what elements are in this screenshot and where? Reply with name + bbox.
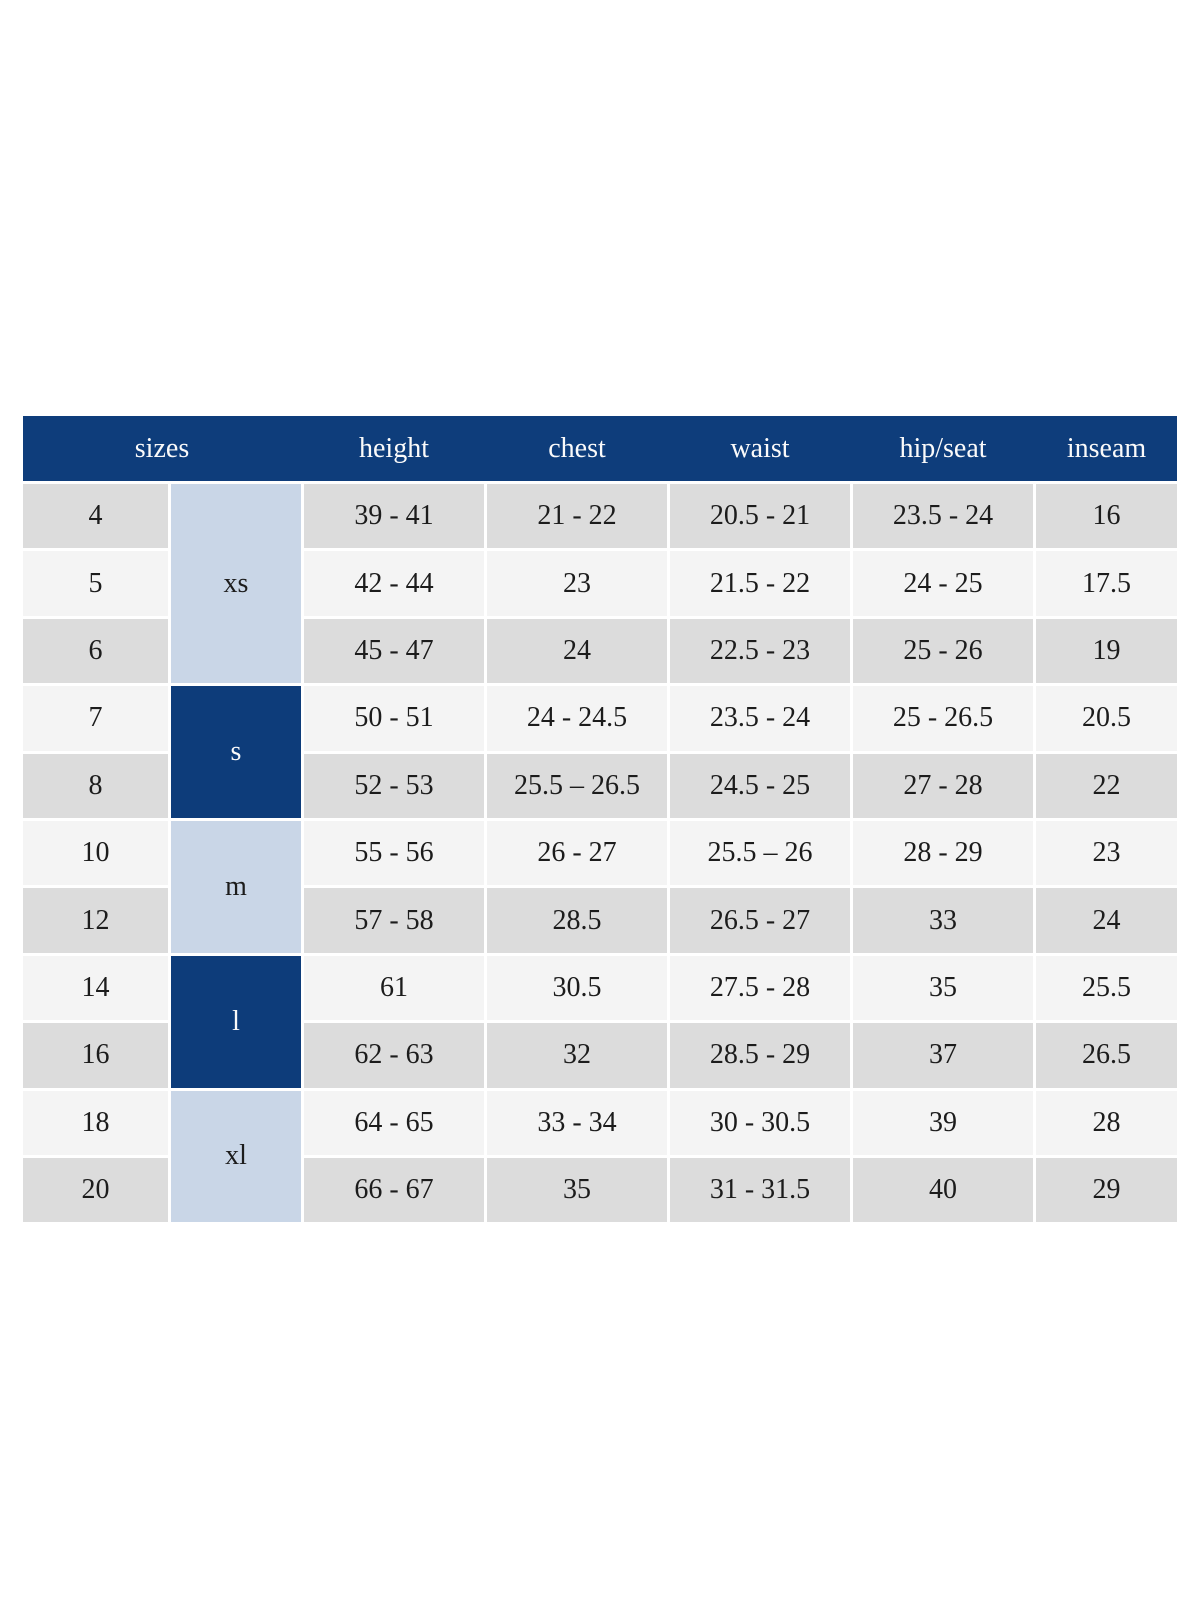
waist-cell: 30 - 30.5 [670, 1090, 850, 1155]
waist-cell: 25.5 – 26 [670, 820, 850, 886]
hip-seat-cell: 28 - 29 [853, 820, 1033, 886]
waist-cell: 31 - 31.5 [670, 1157, 850, 1223]
chest-cell: 21 - 22 [487, 484, 667, 549]
height-cell: 61 [304, 955, 484, 1021]
size-cell: 4 [23, 484, 168, 549]
height-cell: 66 - 67 [304, 1157, 484, 1223]
size-cell: 18 [23, 1090, 168, 1155]
chest-cell: 32 [487, 1023, 667, 1088]
size-chart-table: sizes height chest waist hip/seat inseam… [23, 416, 1177, 1223]
waist-cell: 22.5 - 23 [670, 618, 850, 684]
column-header-sizes: sizes [134, 432, 190, 464]
waist-cell: 21.5 - 22 [670, 551, 850, 616]
inseam-cell: 16 [1036, 484, 1177, 549]
hip-seat-cell: 37 [853, 1023, 1033, 1088]
inseam-cell: 20.5 [1036, 686, 1177, 751]
chest-cell: 24 - 24.5 [487, 686, 667, 751]
hip-seat-cell: 25 - 26.5 [853, 686, 1033, 751]
column-header-height: height [359, 432, 429, 464]
chest-cell: 23 [487, 551, 667, 616]
size-cell: 7 [23, 686, 168, 751]
size-cell: 14 [23, 955, 168, 1021]
hip-seat-cell: 27 - 28 [853, 753, 1033, 818]
group-cell-m: m [171, 820, 301, 953]
height-cell: 64 - 65 [304, 1090, 484, 1155]
chest-cell: 33 - 34 [487, 1090, 667, 1155]
inseam-cell: 17.5 [1036, 551, 1177, 616]
table-header-row: sizes height chest waist hip/seat inseam [23, 416, 1177, 481]
group-cell-xs: xs [171, 484, 301, 684]
height-cell: 57 - 58 [304, 888, 484, 953]
waist-cell: 27.5 - 28 [670, 955, 850, 1021]
hip-seat-cell: 39 [853, 1090, 1033, 1155]
inseam-cell: 19 [1036, 618, 1177, 684]
size-cell: 6 [23, 618, 168, 684]
chest-cell: 24 [487, 618, 667, 684]
hip-seat-cell: 23.5 - 24 [853, 484, 1033, 549]
hip-seat-cell: 40 [853, 1157, 1033, 1223]
waist-cell: 20.5 - 21 [670, 484, 850, 549]
waist-cell: 23.5 - 24 [670, 686, 850, 751]
column-header-waist: waist [730, 432, 790, 464]
inseam-cell: 28 [1036, 1090, 1177, 1155]
column-header-hip-seat: hip/seat [899, 432, 987, 464]
size-cell: 16 [23, 1023, 168, 1088]
hip-seat-cell: 35 [853, 955, 1033, 1021]
size-cell: 20 [23, 1157, 168, 1223]
inseam-cell: 22 [1036, 753, 1177, 818]
chest-cell: 25.5 – 26.5 [487, 753, 667, 818]
height-cell: 39 - 41 [304, 484, 484, 549]
waist-cell: 24.5 - 25 [670, 753, 850, 818]
group-cell-xl: xl [171, 1090, 301, 1223]
height-cell: 62 - 63 [304, 1023, 484, 1088]
column-header-inseam: inseam [1066, 432, 1147, 464]
inseam-cell: 29 [1036, 1157, 1177, 1223]
chest-cell: 35 [487, 1157, 667, 1223]
hip-seat-cell: 33 [853, 888, 1033, 953]
group-cell-s: s [171, 686, 301, 818]
column-header-chest: chest [548, 432, 606, 464]
chest-cell: 26 - 27 [487, 820, 667, 886]
waist-cell: 28.5 - 29 [670, 1023, 850, 1088]
size-cell: 5 [23, 551, 168, 616]
inseam-cell: 24 [1036, 888, 1177, 953]
height-cell: 50 - 51 [304, 686, 484, 751]
inseam-cell: 26.5 [1036, 1023, 1177, 1088]
size-cell: 10 [23, 820, 168, 886]
hip-seat-cell: 25 - 26 [853, 618, 1033, 684]
waist-cell: 26.5 - 27 [670, 888, 850, 953]
height-cell: 55 - 56 [304, 820, 484, 886]
height-cell: 45 - 47 [304, 618, 484, 684]
chest-cell: 30.5 [487, 955, 667, 1021]
height-cell: 52 - 53 [304, 753, 484, 818]
hip-seat-cell: 24 - 25 [853, 551, 1033, 616]
chest-cell: 28.5 [487, 888, 667, 953]
inseam-cell: 23 [1036, 820, 1177, 886]
group-cell-l: l [171, 955, 301, 1088]
height-cell: 42 - 44 [304, 551, 484, 616]
inseam-cell: 25.5 [1036, 955, 1177, 1021]
size-cell: 12 [23, 888, 168, 953]
size-cell: 8 [23, 753, 168, 818]
